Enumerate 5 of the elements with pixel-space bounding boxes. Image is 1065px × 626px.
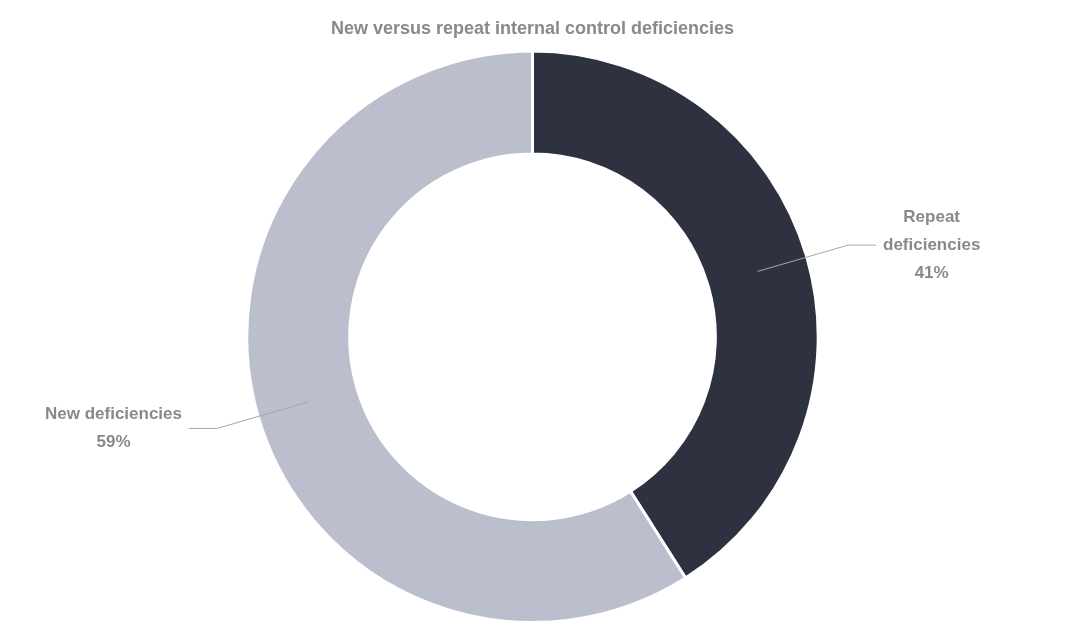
data-label: 41% <box>914 262 949 282</box>
slice-label: Repeat deficiencies <box>883 206 981 254</box>
chart-title: New versus repeat internal control deficiencies <box>330 17 735 38</box>
slice-label: New deficiencies <box>44 404 182 424</box>
data-label: 59% <box>96 432 131 452</box>
